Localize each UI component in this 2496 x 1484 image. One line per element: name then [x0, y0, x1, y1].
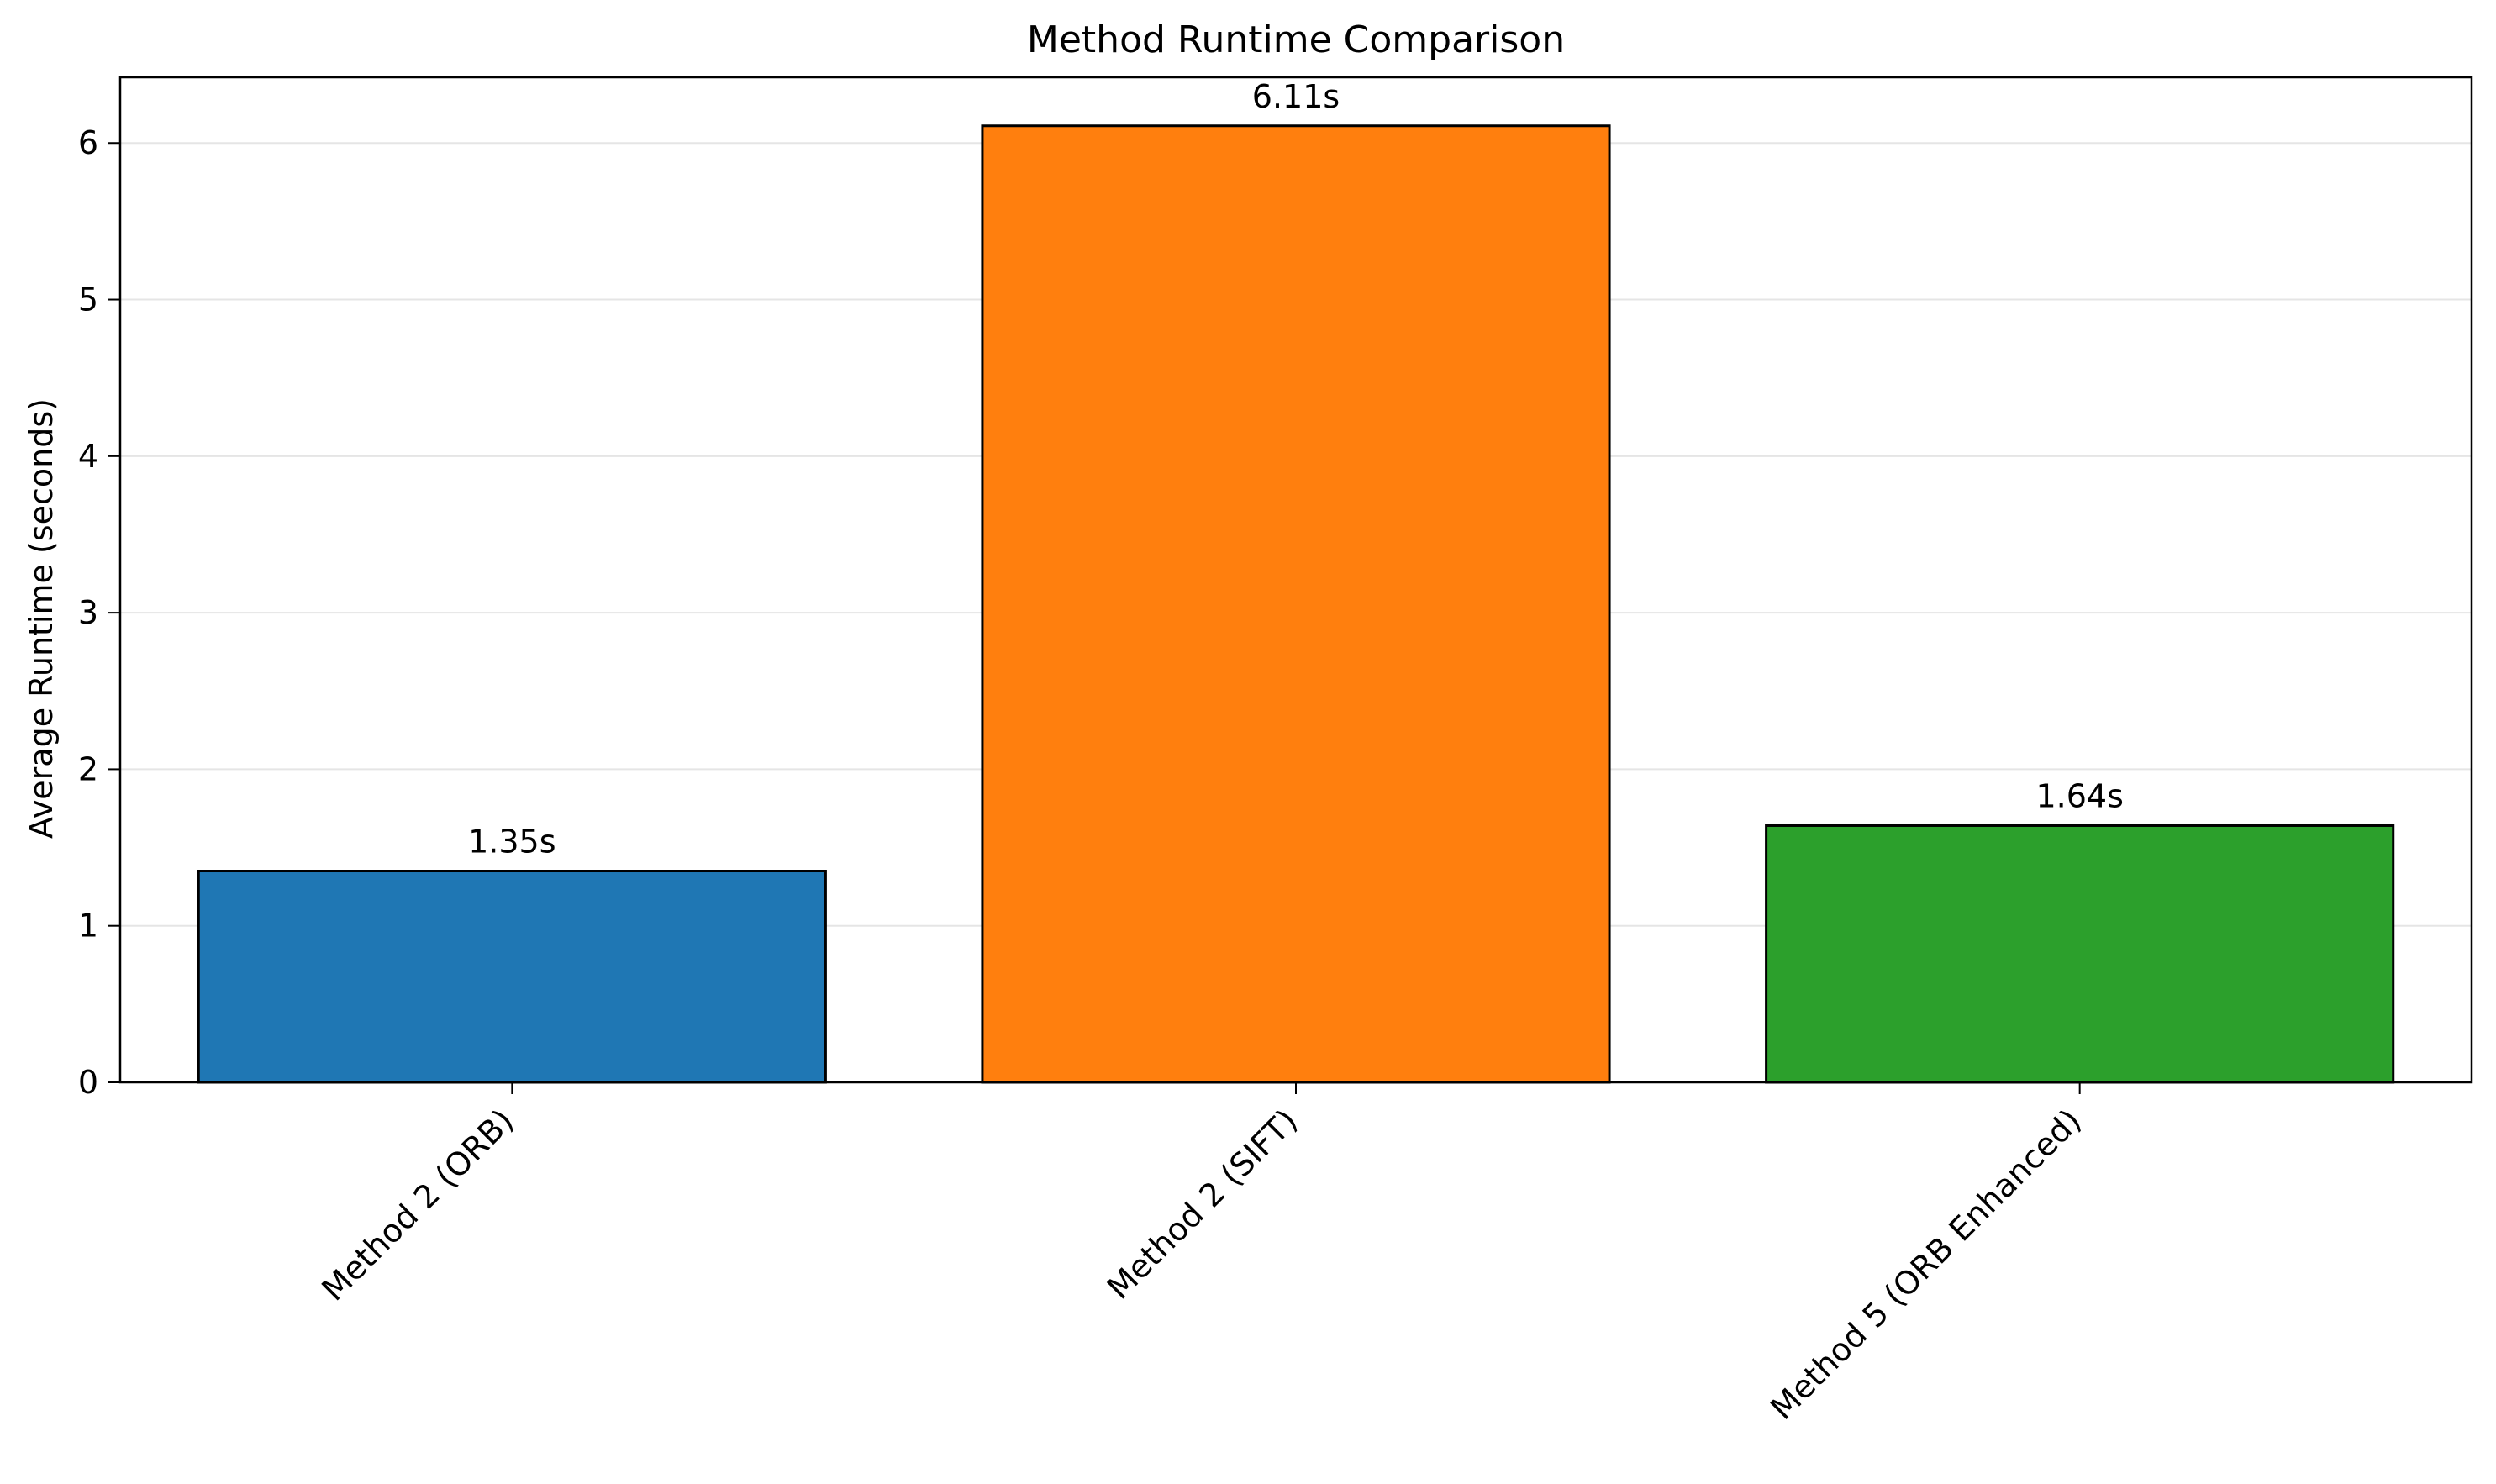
- y-tick-label: 6: [78, 124, 98, 161]
- bar-value-label: 1.35s: [468, 824, 556, 860]
- y-axis-label: Average Runtime (seconds): [23, 398, 60, 839]
- y-tick-label: 0: [78, 1064, 98, 1101]
- bar-value-label: 6.11s: [1252, 78, 1340, 115]
- bar-3: [1765, 824, 2395, 1084]
- y-tick-label: 4: [78, 438, 98, 475]
- bar-2: [981, 124, 1611, 1084]
- bar-value-label: 1.64s: [2035, 777, 2123, 814]
- chart-title: Method Runtime Comparison: [1027, 18, 1565, 61]
- x-tick-label: Method 5 (ORB Enhanced): [1763, 1102, 2088, 1427]
- y-tick-label: 3: [78, 594, 98, 631]
- label-layer: 1.35s 6.11s 1.64s: [468, 78, 2124, 860]
- bar-layer: [197, 124, 2395, 1084]
- y-tick-label: 2: [78, 750, 98, 787]
- y-tick-label: 1: [78, 908, 98, 945]
- plot-frame: [118, 76, 2473, 1084]
- x-tick-label: Method 2 (SIFT): [1100, 1102, 1304, 1306]
- y-tick-label: 5: [78, 282, 98, 318]
- bar-1: [197, 870, 827, 1084]
- x-tick-label: Method 2 (ORB): [314, 1102, 520, 1308]
